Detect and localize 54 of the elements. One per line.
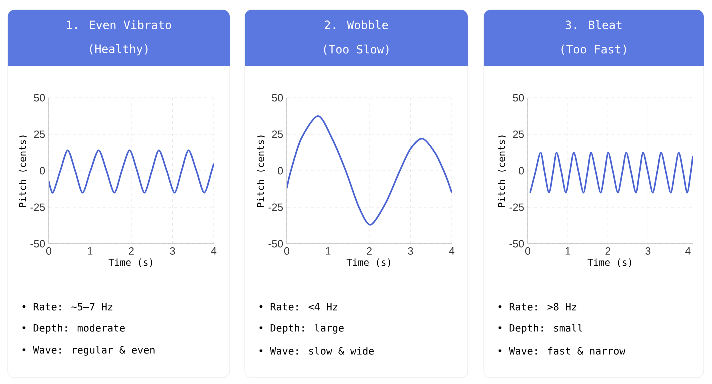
x-tick-label: 4: [686, 248, 691, 255]
y-axis-title: Pitch (cents): [257, 136, 266, 208]
x-tick-label: 3: [170, 248, 176, 255]
x-tick-label: 1: [566, 248, 570, 255]
chart-subtitle: (Too Slow): [324, 44, 389, 56]
chart-title: 2. Wobble: [325, 20, 388, 30]
chart-title: 1. Even Vibrato: [67, 20, 172, 30]
x-tick-label: 0: [46, 248, 52, 255]
y-tick-label: -50: [30, 240, 46, 248]
x-axis-title: Time (s): [346, 258, 390, 268]
text: • Wave: regular & even: [22, 346, 155, 356]
text: • Depth: large: [260, 324, 344, 334]
x-tick-label: 0: [526, 248, 531, 255]
text: • Depth: small: [498, 324, 583, 334]
text: • Rate: >8 Hz: [498, 303, 577, 311]
x-tick-label: 1: [326, 248, 331, 255]
y-tick-label: -50: [510, 240, 524, 248]
x-axis-title: Time (s): [588, 258, 632, 268]
line-series: [49, 150, 214, 194]
line-series: [287, 115, 452, 226]
y-tick-label: 0: [40, 167, 46, 175]
y-tick-label: -25: [510, 204, 524, 212]
y-tick-label: 50: [34, 94, 46, 102]
text: • Wave: fast & narrow: [498, 347, 626, 355]
text: • Rate: <4 Hz: [260, 303, 338, 311]
text: • Depth: moderate: [22, 324, 125, 334]
y-axis-title: Pitch (cents): [498, 136, 506, 208]
y-tick-label: 25: [34, 130, 46, 138]
y-tick-label: 50: [272, 94, 284, 102]
text: • Wave: slow & wide: [260, 347, 374, 355]
x-tick-label: 4: [211, 248, 217, 255]
y-tick-label: 0: [519, 167, 524, 175]
x-tick-label: 0: [284, 248, 290, 255]
y-tick-label: 50: [513, 94, 524, 102]
x-tick-label: 3: [408, 248, 414, 255]
chart-subtitle: (Healthy): [90, 44, 148, 56]
x-tick-label: 4: [449, 248, 455, 255]
text: • Rate: ~5–7 Hz: [22, 303, 113, 311]
x-tick-label: 2: [606, 248, 611, 255]
x-tick-label: 3: [646, 248, 651, 255]
y-tick-label: 25: [272, 130, 284, 138]
chart-title: 3. Bleat: [566, 20, 622, 30]
y-tick-label: -25: [30, 204, 46, 212]
x-tick-label: 1: [88, 248, 93, 255]
x-axis-title: Time (s): [108, 258, 152, 268]
x-tick-label: 2: [367, 248, 372, 255]
chart-subtitle: (Too Fast): [562, 44, 626, 56]
y-tick-label: 0: [278, 167, 284, 175]
line-series: [530, 152, 694, 194]
y-tick-label: 25: [513, 130, 524, 138]
y-tick-label: -25: [268, 204, 284, 212]
y-axis-title: Pitch (cents): [19, 136, 28, 208]
x-tick-label: 2: [129, 248, 134, 255]
y-tick-label: -50: [268, 240, 284, 248]
